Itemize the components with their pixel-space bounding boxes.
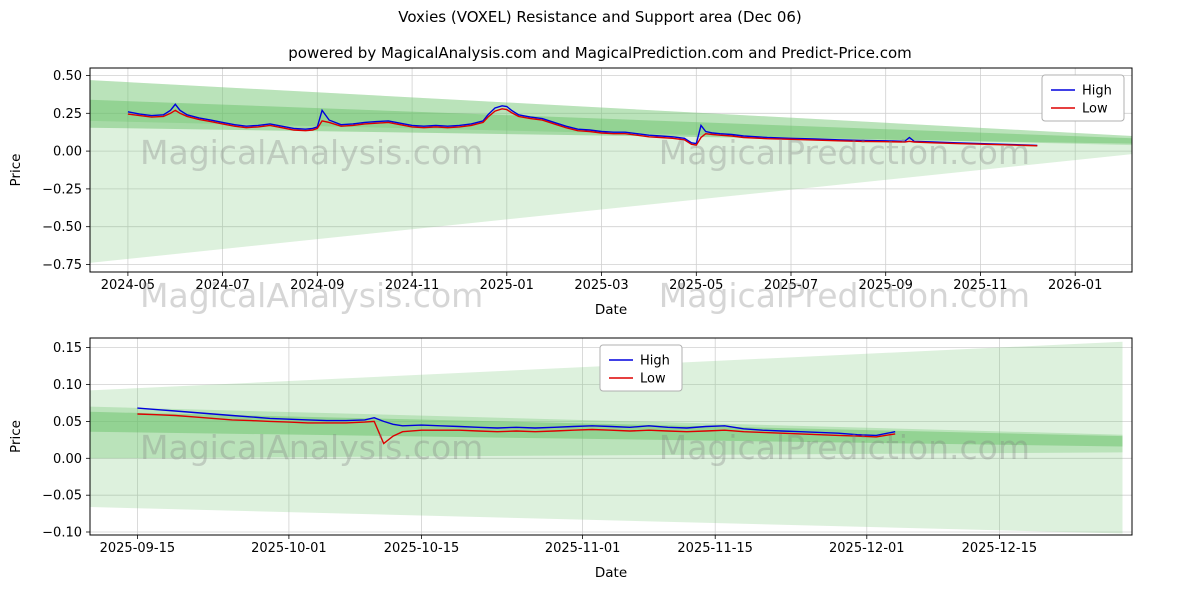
x-tick-label: 2025-11-01 <box>545 541 621 556</box>
y-tick-label: −0.10 <box>42 526 82 541</box>
x-tick-label: 2025-09-15 <box>100 541 176 556</box>
resistance-band-medium <box>90 406 1123 459</box>
x-tick-label: 2025-10-15 <box>384 541 460 556</box>
chart-bottom-svg: 2025-09-15 2025-10-01 2025-10-15 2025-11-01… <box>8 337 1133 581</box>
y-tick-label: −0.25 <box>42 182 82 197</box>
resistance-band-dark <box>90 99 1132 144</box>
y-tick-label: 0.00 <box>53 145 82 160</box>
x-tick-label: 2024-07 <box>195 278 249 293</box>
x-tick-label: 2025-05 <box>669 278 723 293</box>
resistance-band-medium <box>90 80 1132 146</box>
chart-top-svg: 2024-05 2024-07 2024-09 2024-11 2025-01 2025-… <box>8 67 1133 318</box>
legend-label: Low <box>640 372 666 387</box>
x-axis-label: Date <box>595 565 627 581</box>
legend-label: Low <box>1082 102 1108 117</box>
legend: High Low <box>599 344 683 392</box>
x-tick-label: 2025-01 <box>480 278 534 293</box>
x-tick-label: 2025-11-15 <box>677 541 753 556</box>
plot-border <box>89 337 1133 536</box>
y-tick-label: 0.00 <box>53 452 82 467</box>
y-tick-label: −0.75 <box>42 258 82 273</box>
y-tick-label: 0.10 <box>53 378 82 393</box>
y-axis-label: Price <box>8 154 24 187</box>
legend-box <box>1041 74 1125 122</box>
x-tick-label: 2025-07 <box>764 278 818 293</box>
y-tick-label: 0.25 <box>53 107 82 122</box>
y-axis-label: Price <box>8 420 24 453</box>
x-tick-label: 2025-09 <box>859 278 913 293</box>
plot-border <box>89 67 1133 273</box>
legend-box <box>599 344 683 392</box>
x-tick-label: 2025-03 <box>574 278 628 293</box>
high-line <box>137 407 896 437</box>
top-price-chart: 2024-05 2024-07 2024-09 2024-11 2025-01 2025-… <box>0 60 1200 320</box>
x-axis-label: Date <box>595 302 627 318</box>
chart-subtitle: powered by MagicalAnalysis.com and Magic… <box>288 44 912 62</box>
y-tick-label: 0.15 <box>53 341 82 356</box>
legend-label: High <box>1082 84 1112 99</box>
y-tick-label: −0.05 <box>42 489 82 504</box>
x-tick-label: 2026-01 <box>1048 278 1102 293</box>
chart-title: Voxies (VOXEL) Resistance and Support ar… <box>398 8 802 26</box>
x-tick-label: 2024-11 <box>385 278 439 293</box>
x-tick-label: 2025-12-15 <box>962 541 1038 556</box>
low-line <box>137 413 896 445</box>
low-line <box>127 108 1038 147</box>
x-tick-label: 2024-05 <box>101 278 155 293</box>
y-tick-label: 0.50 <box>53 69 82 84</box>
x-tick-label: 2025-11 <box>953 278 1007 293</box>
x-tick-label: 2025-12-01 <box>829 541 905 556</box>
bottom-price-chart: 2025-09-15 2025-10-01 2025-10-15 2025-11-01… <box>0 330 1200 600</box>
x-tick-label: 2024-09 <box>290 278 344 293</box>
legend-label: High <box>640 354 670 369</box>
support-fan-light <box>90 341 1123 534</box>
high-line <box>127 103 1038 147</box>
y-tick-label: 0.05 <box>53 415 82 430</box>
x-tick-label: 2025-10-01 <box>251 541 327 556</box>
legend: High Low <box>1041 74 1125 122</box>
y-tick-label: −0.50 <box>42 220 82 235</box>
